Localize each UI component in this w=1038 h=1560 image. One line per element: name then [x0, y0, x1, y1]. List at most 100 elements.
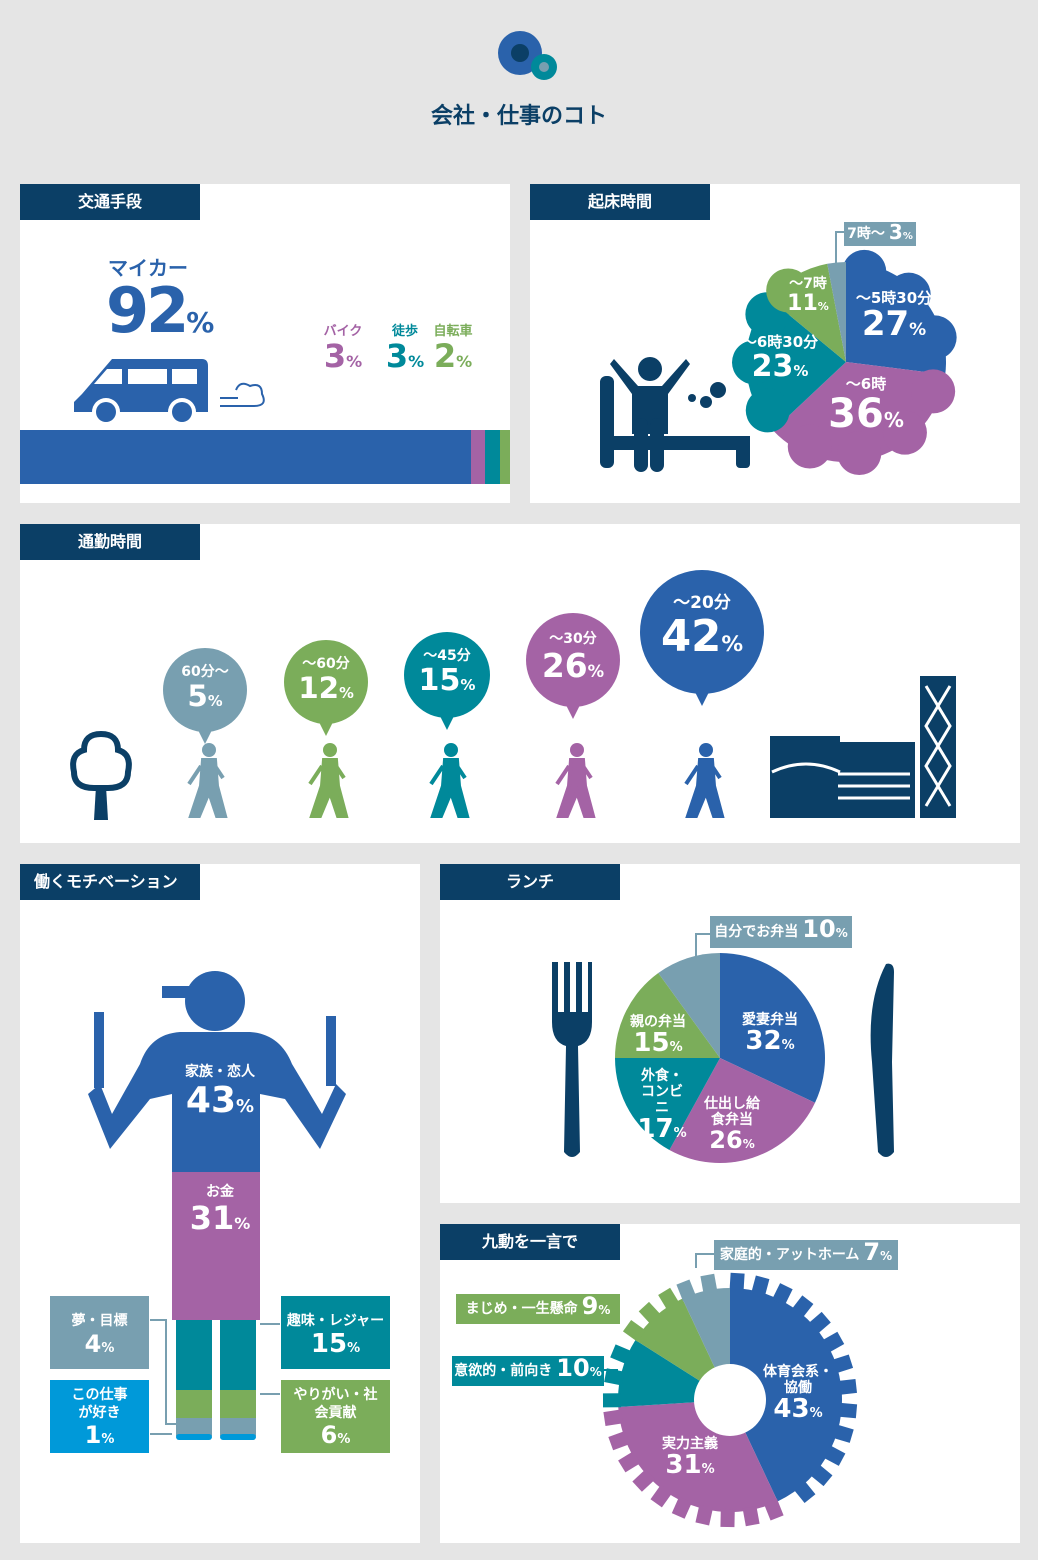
word-gear-tooth [742, 1505, 760, 1527]
wake-leader-line [835, 231, 844, 266]
word-gear-tooth [618, 1451, 641, 1473]
word-gear-tooth [793, 1480, 816, 1504]
commute-bubble-60 [284, 640, 368, 736]
motivation-family: 家族・恋人 43% [185, 1064, 255, 1122]
bar-segment-mycar [20, 430, 471, 484]
word-gear-tooth [720, 1508, 735, 1528]
lunch-slice-2 [615, 1058, 720, 1151]
wake-heading: 起床時間 [530, 184, 710, 220]
commuter-icon [684, 743, 725, 818]
word-gear-tooth [832, 1424, 854, 1443]
word-gear-tooth [837, 1379, 857, 1395]
commute-bubble-20 [640, 570, 764, 706]
word-gear-tooth [695, 1504, 714, 1526]
bar-segment-walk [485, 430, 501, 484]
motivation-worth: やりがい・社会貢献 6% [281, 1380, 390, 1453]
wake-pie-chart [732, 231, 957, 476]
wake-slice-1-bump [882, 410, 927, 455]
wake-slice-1-bump [911, 369, 956, 414]
wake-label-3: 〜7時 11% [787, 276, 829, 317]
word-gear-tooth [763, 1498, 784, 1521]
lunch-label-4: 自分でお弁当 10% [710, 916, 852, 948]
commuter-icon [555, 743, 596, 818]
word-leader-line [695, 1253, 714, 1268]
wake-label-4: 7時〜 3% [844, 221, 916, 246]
word-label-4: 家庭的・アットホーム 7% [714, 1240, 898, 1270]
page-title: 会社・仕事のコト [430, 104, 607, 129]
transport-bike: バイク 3% [323, 324, 363, 375]
word-gear-tooth [602, 1393, 622, 1408]
word-label-3: まじめ・一生懸命 9% [456, 1294, 620, 1324]
word-gear-tooth [650, 1484, 673, 1508]
transport-panel: 交通手段 マイカー 92% バイク 3% 徒歩 3% 自転車 2% [20, 184, 510, 610]
word-gear-tooth [610, 1344, 633, 1365]
wake-slice-1-bump [787, 424, 832, 469]
commute-panel: 通勤時間 60分〜 5% 〜60分 12% 〜45分 15% 〜30分 26% 〜20分… [20, 524, 1020, 843]
motivation-heading: 働くモチベーション [20, 864, 200, 900]
worker-figure [88, 971, 346, 1440]
car-icon [74, 359, 208, 426]
lunch-slice-3 [615, 973, 720, 1058]
word-gear-tooth [604, 1368, 625, 1386]
lunch-leader-line [695, 933, 710, 956]
wake-label-0: 〜5時30分 27% [855, 289, 933, 345]
bar-segment-bike [470, 430, 486, 484]
bar-segment-bicycle [500, 430, 510, 484]
wake-slice-2-bump [745, 388, 790, 433]
transport-bicycle: 自転車 2% [433, 324, 473, 375]
word-gear-tooth [822, 1445, 846, 1466]
motivation-panel: 働くモチベーション 家族・恋人 43% お金 31% 趣味・レジャー 15% やりがい… [20, 864, 420, 1543]
word-gear-tooth [751, 1275, 770, 1297]
transport-heading: 交通手段 [20, 184, 200, 220]
lunch-label-3: 親の弁当 15% [630, 1014, 686, 1059]
commuter-icon [429, 743, 470, 818]
word-gear-tooth [638, 1301, 662, 1325]
word-label-1: 実力主義 31% [662, 1436, 718, 1481]
mycar-value: 92% [106, 274, 214, 347]
exhaust-icon [220, 382, 265, 407]
word-panel: 九動を一言で 体育会系・協働 43% 実力主義 31% 家庭的・アットホーム 7% まじめ・… [440, 1224, 1020, 1543]
commute-label-30: 〜30分 26% [541, 630, 605, 685]
factory-icon [770, 676, 956, 818]
waking-person-icon [600, 357, 750, 472]
wake-label-1: 〜6時 36% [828, 375, 904, 438]
wake-slice-3-bump [766, 268, 811, 313]
commuter-icon [187, 743, 228, 818]
word-gear-tooth [808, 1311, 831, 1335]
wake-slice-0-bump [842, 249, 887, 294]
word-slice-0 [730, 1288, 843, 1502]
word-gear-chart [598, 1253, 858, 1528]
lunch-label-0: 愛妻弁当 32% [742, 1012, 798, 1057]
motivation-hobby: 趣味・レジャー 15% [281, 1296, 390, 1369]
wake-slice-0-bump [886, 272, 931, 317]
commute-bubble-45 [404, 632, 490, 730]
word-label-2: 意欲的・前向き 10% [452, 1356, 604, 1386]
wake-label-2: 〜6時30分 23% [741, 333, 819, 385]
wake-slice-4 [827, 262, 846, 362]
transport-walk: 徒歩 3% [385, 324, 425, 375]
wake-slice-0-bump [912, 315, 957, 360]
word-gear-tooth [622, 1319, 646, 1342]
lunch-heading: ランチ [440, 864, 620, 900]
word-gear-tooth [821, 1331, 845, 1353]
commute-bubble-60plus [163, 648, 247, 744]
commute-label-45: 〜45分 15% [418, 648, 476, 699]
wake-slice-2-bump [732, 340, 777, 385]
commute-heading: 通勤時間 [20, 524, 200, 560]
motivation-dream: 夢・目標 4% [50, 1296, 149, 1369]
word-gear-tooth [791, 1295, 814, 1319]
motivation-like-job: この仕事が好き 1% [50, 1380, 149, 1453]
lunch-label-2: 外食・コンビニ 17% [637, 1068, 687, 1145]
commuter-icon [308, 743, 349, 818]
wake-slice-1-bump [837, 431, 882, 476]
fork-icon [552, 962, 592, 1157]
knife-icon [870, 963, 894, 1157]
word-gear-tooth [658, 1287, 680, 1311]
lunch-slice-0 [720, 953, 825, 1103]
word-gear-tooth [676, 1279, 697, 1302]
word-gear-tooth [603, 1409, 624, 1426]
word-heading: 九動を一言で [440, 1224, 620, 1260]
wake-panel: 起床時間 〜5時30分 27% 〜6時 36% 〜6時30分 23% 〜7時 11% 7時〜 3% [530, 184, 1020, 503]
motivation-money: お金 31% [189, 1184, 251, 1238]
word-gear-tooth [632, 1469, 656, 1492]
